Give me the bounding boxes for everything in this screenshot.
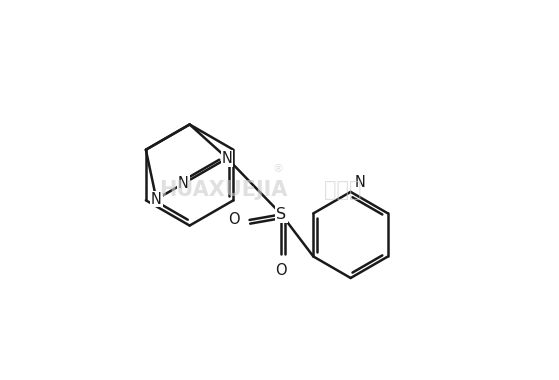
Text: 化学加: 化学加 [324, 180, 362, 200]
Text: S: S [276, 207, 286, 222]
Text: O: O [229, 212, 240, 228]
Text: N: N [151, 192, 162, 207]
Text: N: N [178, 176, 189, 191]
Text: N: N [222, 151, 233, 166]
Text: O: O [276, 263, 287, 278]
Text: ®: ® [272, 165, 283, 174]
Text: N: N [354, 175, 365, 190]
Text: HUAXUEJIA: HUAXUEJIA [159, 180, 287, 200]
